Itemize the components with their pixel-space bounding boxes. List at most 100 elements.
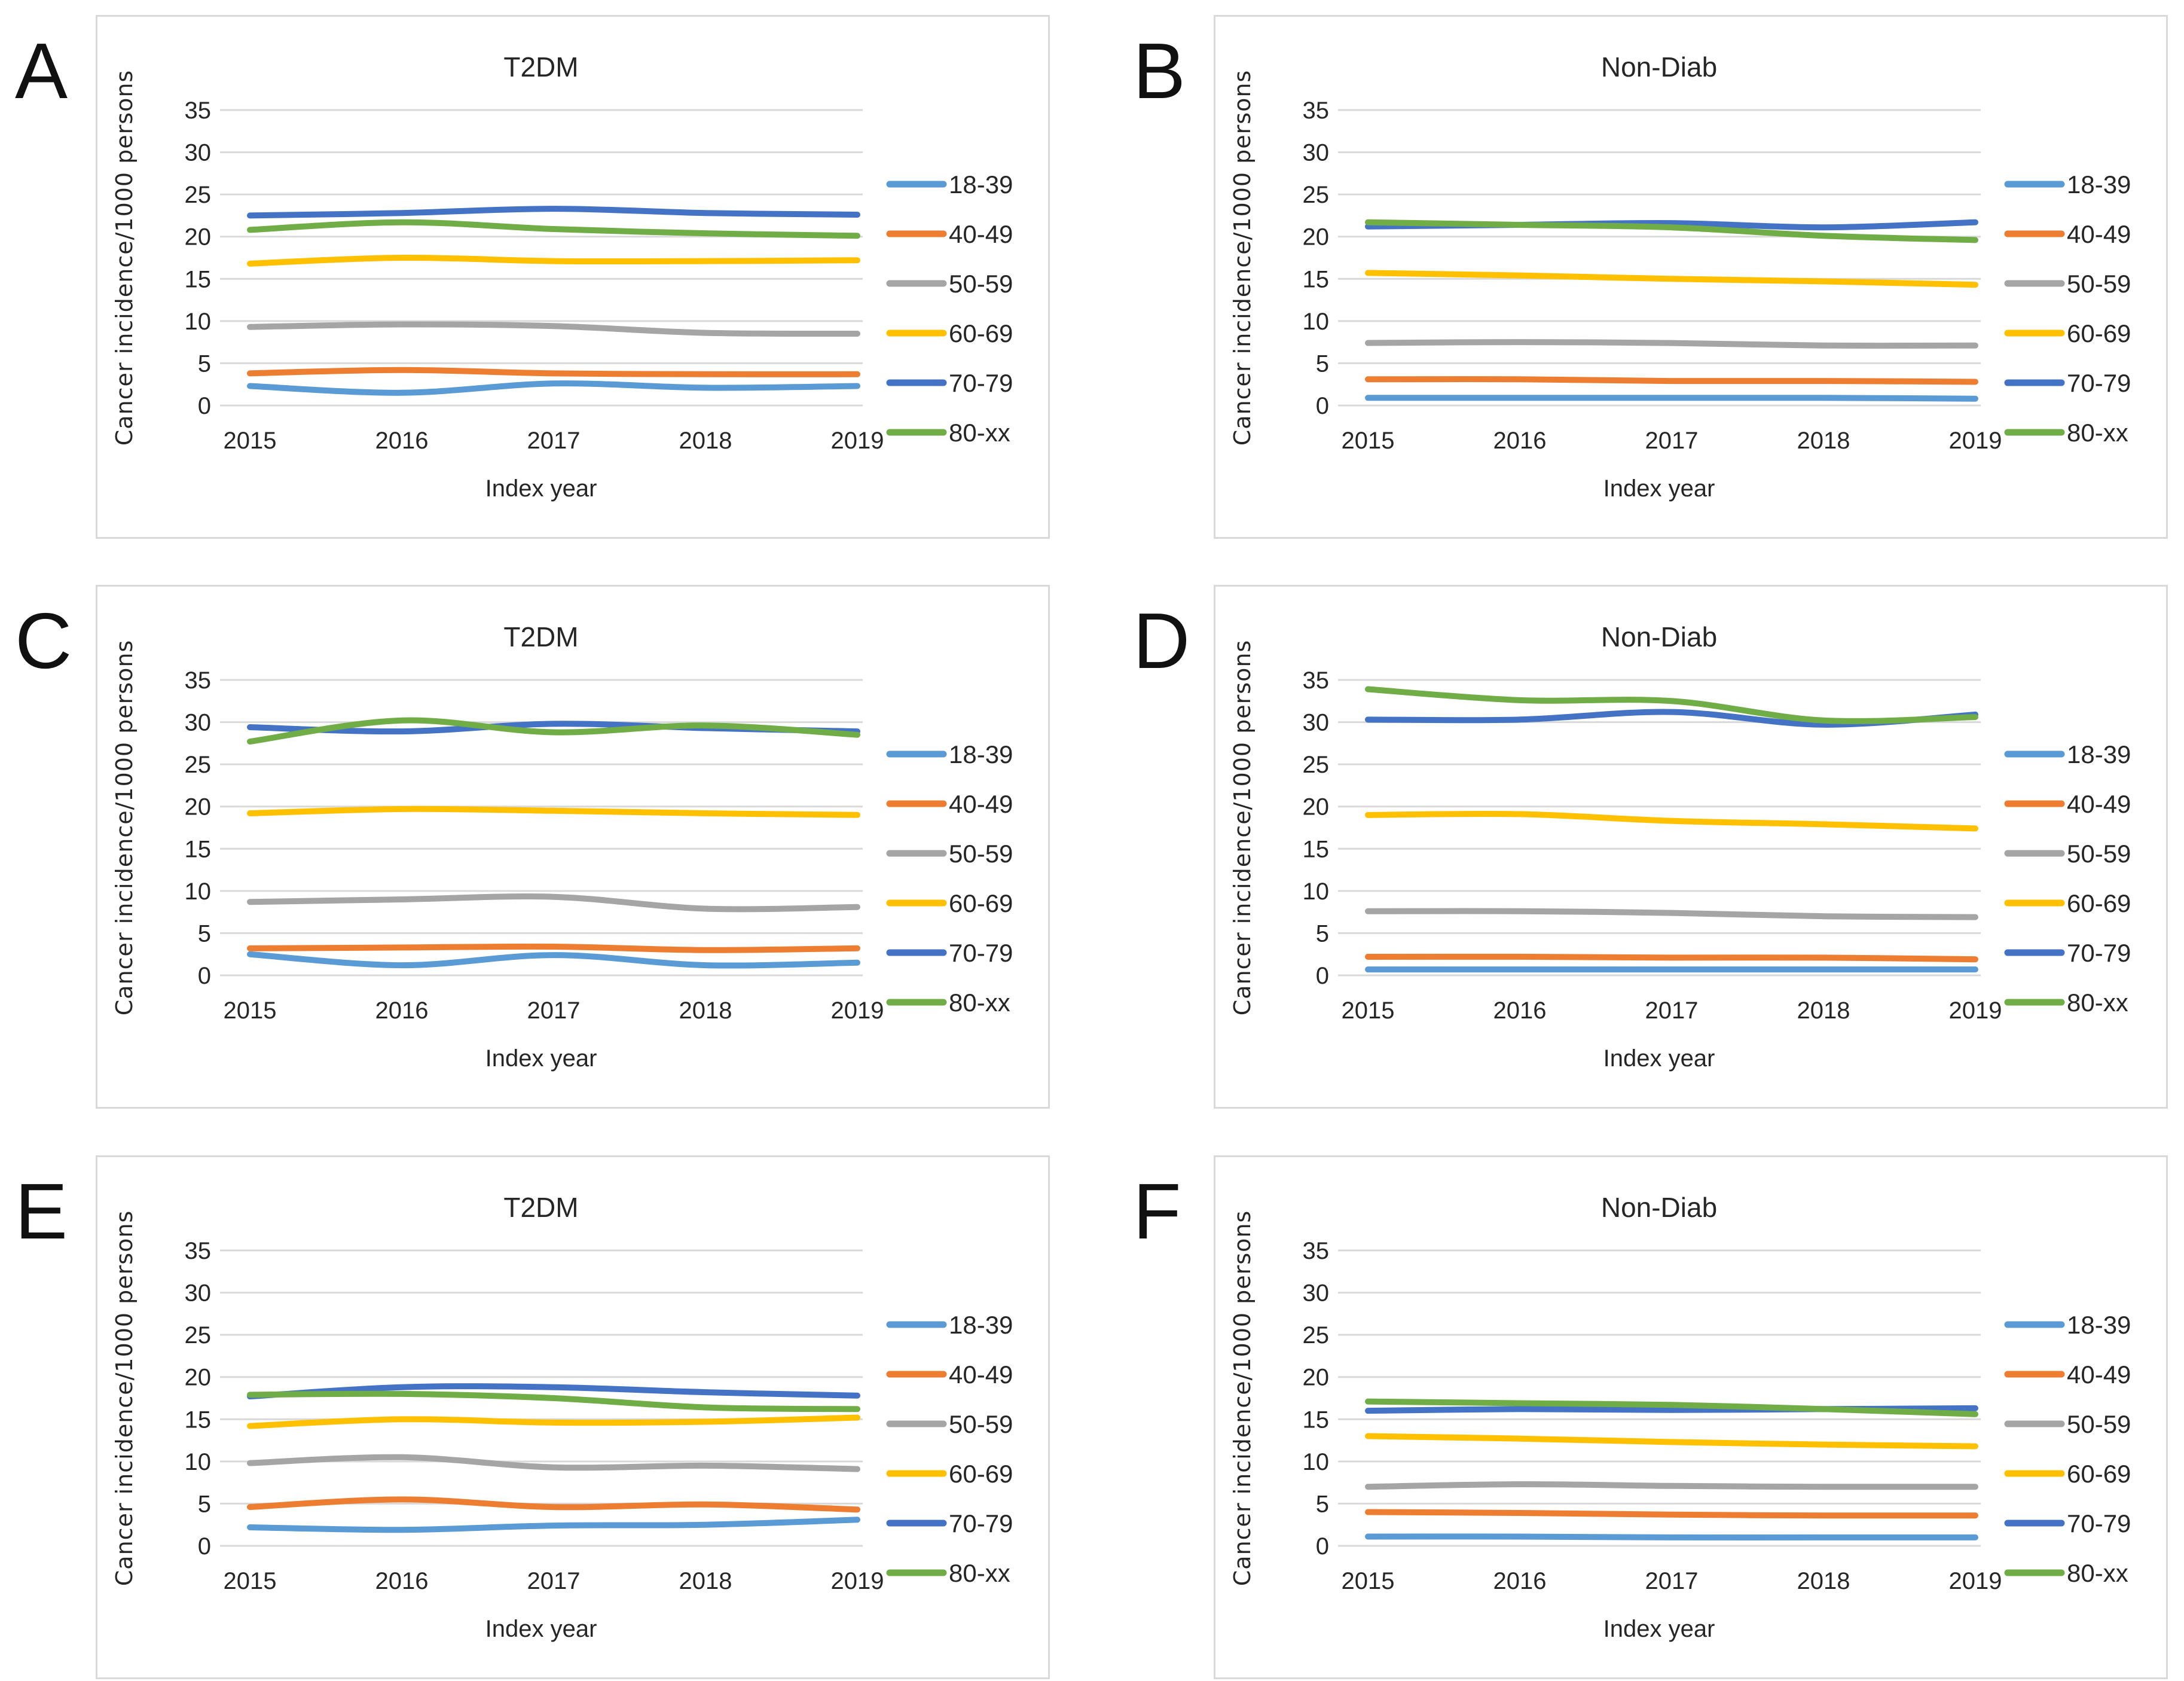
legend-label-80-xx: 80-xx <box>949 1559 1010 1587</box>
legend-label-40-49: 40-49 <box>949 1360 1013 1389</box>
x-tick-label: 2016 <box>375 1568 429 1594</box>
legend-label-50-59: 50-59 <box>949 1410 1013 1438</box>
y-tick-label: 20 <box>185 224 212 251</box>
x-axis-title: Index year <box>1603 1045 1715 1072</box>
y-axis-title: Cancer incidence/1000 persons <box>1229 70 1256 446</box>
series-line-40-49 <box>247 943 860 953</box>
legend-label-50-59: 50-59 <box>2067 270 2131 298</box>
legend-label-70-79: 70-79 <box>2067 939 2131 967</box>
chart-canvas-e: T2DM 0 5 10 15 20 25 30 35 2015 2016 2017 2018 2019 In… <box>111 1192 1013 1642</box>
panel-letter-e: E <box>15 1167 68 1255</box>
y-tick-label: 35 <box>1303 97 1330 124</box>
legend-label-40-49: 40-49 <box>949 790 1013 818</box>
y-tick-label: 5 <box>198 350 211 377</box>
series-line-80-xx <box>1365 219 1978 243</box>
x-tick-label: 2017 <box>527 428 581 454</box>
y-tick-label: 20 <box>1303 1365 1330 1391</box>
series-line-50-59 <box>1365 1481 1978 1490</box>
series-line-18-39 <box>247 951 860 969</box>
y-tick-label: 5 <box>1316 920 1329 947</box>
y-tick-label: 35 <box>1303 1238 1330 1264</box>
x-tick-label: 2018 <box>1797 428 1850 454</box>
legend-label-70-79: 70-79 <box>949 939 1013 967</box>
x-tick-label: 2016 <box>1493 1568 1547 1594</box>
series-line-60-69 <box>247 806 860 818</box>
y-tick-label: 10 <box>1303 1449 1330 1475</box>
chart-f-non-diab: Non-Diab 0 5 10 15 20 25 30 35 2015 2016 2017 2018 20… <box>1214 1155 2168 1679</box>
x-tick-label: 2016 <box>375 997 429 1024</box>
chart-canvas-d: Non-Diab 0 5 10 15 20 25 30 35 2015 2016 2017 2018 20… <box>1229 621 2131 1072</box>
y-tick-label: 35 <box>185 667 212 694</box>
series-line-40-49 <box>247 1496 860 1513</box>
panel-c: C T2DM 0 5 10 15 20 25 30 35 2015 2016 2017 2018 2019… <box>15 585 1050 1109</box>
chart-title: T2DM <box>503 1192 578 1223</box>
x-tick-label: 2015 <box>224 997 277 1024</box>
y-tick-label: 30 <box>1303 1280 1330 1307</box>
series-line-40-49 <box>1365 376 1978 385</box>
x-tick-label: 2016 <box>375 428 429 454</box>
y-tick-label: 25 <box>185 182 212 208</box>
series-line-40-49 <box>1365 953 1978 963</box>
legend-label-18-39: 18-39 <box>949 170 1013 199</box>
y-tick-label: 10 <box>1303 309 1330 335</box>
series-line-18-39 <box>247 1517 860 1533</box>
chart-a-t2dm: T2DM 0 5 10 15 20 25 30 35 2015 2016 2017 2018 2019 In… <box>96 15 1050 539</box>
legend-label-50-59: 50-59 <box>2067 1410 2131 1438</box>
chart-canvas-b: Non-Diab 0 5 10 15 20 25 30 35 2015 2016 2017 2018 20… <box>1229 51 2131 502</box>
legend-label-40-49: 40-49 <box>2067 1360 2131 1389</box>
y-tick-label: 20 <box>1303 224 1330 251</box>
chart-canvas-c: T2DM 0 5 10 15 20 25 30 35 2015 2016 2017 2018 2019 In… <box>111 621 1013 1072</box>
legend-label-80-xx: 80-xx <box>949 989 1010 1017</box>
y-tick-label: 30 <box>185 710 212 736</box>
series-line-60-69 <box>1365 1433 1978 1450</box>
series-line-70-79 <box>247 1383 860 1400</box>
y-tick-label: 0 <box>1316 963 1329 989</box>
legend-label-80-xx: 80-xx <box>2067 1559 2128 1587</box>
y-tick-label: 0 <box>198 1533 211 1560</box>
y-axis-title: Cancer incidence/1000 persons <box>111 70 138 446</box>
panel-letter-f: F <box>1133 1167 1181 1255</box>
y-axis-title: Cancer incidence/1000 persons <box>111 1210 138 1586</box>
y-tick-label: 10 <box>1303 878 1330 905</box>
legend-label-50-59: 50-59 <box>2067 840 2131 868</box>
legend-label-40-49: 40-49 <box>2067 220 2131 248</box>
y-tick-label: 15 <box>1303 266 1330 292</box>
y-tick-label: 20 <box>185 1365 212 1391</box>
chart-title: Non-Diab <box>1601 621 1717 652</box>
x-tick-label: 2019 <box>831 1568 884 1594</box>
x-tick-label: 2017 <box>527 1568 581 1594</box>
chart-canvas-f: Non-Diab 0 5 10 15 20 25 30 35 2015 2016 2017 2018 20… <box>1229 1192 2131 1642</box>
legend-label-60-69: 60-69 <box>949 1460 1013 1488</box>
y-axis-title: Cancer incidence/1000 persons <box>1229 1210 1256 1586</box>
panel-b: B Non-Diab 0 5 10 15 20 25 30 35 2015 2016 2017 2018… <box>1133 15 2168 539</box>
y-tick-label: 10 <box>185 1449 212 1475</box>
y-axis-title: Cancer incidence/1000 persons <box>111 640 138 1015</box>
legend-label-18-39: 18-39 <box>2067 740 2131 768</box>
x-tick-label: 2017 <box>1645 997 1699 1024</box>
x-axis-title: Index year <box>485 1045 597 1072</box>
x-tick-label: 2015 <box>224 428 277 454</box>
y-tick-label: 0 <box>1316 393 1329 419</box>
x-tick-label: 2016 <box>1493 428 1547 454</box>
panel-a: A T2DM 0 5 10 15 20 25 30 35 2015 2016 2017 2018 2019… <box>15 15 1050 539</box>
panel-letter-c: C <box>15 597 72 685</box>
y-tick-label: 35 <box>185 1238 212 1264</box>
legend-label-80-xx: 80-xx <box>2067 419 2128 447</box>
legend-label-60-69: 60-69 <box>2067 1460 2131 1488</box>
chart-title: T2DM <box>503 51 578 83</box>
x-tick-label: 2015 <box>1342 428 1395 454</box>
legend-label-60-69: 60-69 <box>2067 319 2131 347</box>
series-line-50-59 <box>1365 908 1978 920</box>
legend-label-40-49: 40-49 <box>949 220 1013 248</box>
x-tick-label: 2017 <box>1645 1568 1699 1594</box>
series-line-80-xx <box>1365 1398 1978 1417</box>
legend-label-40-49: 40-49 <box>2067 790 2131 818</box>
y-tick-label: 25 <box>1303 752 1330 778</box>
x-tick-label: 2018 <box>679 428 732 454</box>
chart-title: T2DM <box>503 621 578 652</box>
series-line-50-59 <box>247 1454 860 1472</box>
chart-title: Non-Diab <box>1601 1192 1717 1223</box>
series-line-40-49 <box>247 367 860 377</box>
series-line-70-79 <box>247 206 860 219</box>
chart-d-non-diab: Non-Diab 0 5 10 15 20 25 30 35 2015 2016 2017 2018 20… <box>1214 585 2168 1109</box>
